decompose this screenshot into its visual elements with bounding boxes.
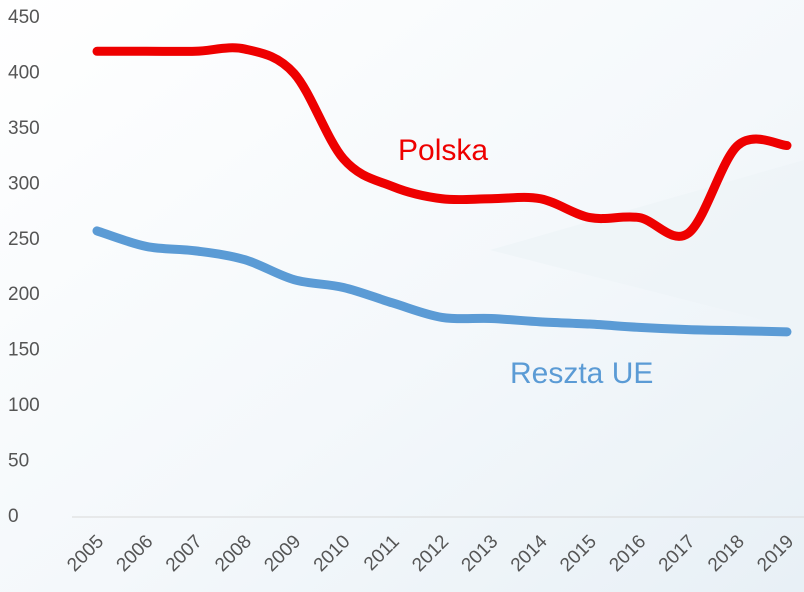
y-tick-label: 450 xyxy=(8,7,40,28)
series-label: Polska xyxy=(398,134,488,167)
series-label: Reszta UE xyxy=(510,357,653,390)
y-tick-label: 300 xyxy=(8,173,40,194)
y-tick-label: 400 xyxy=(8,62,40,83)
y-tick-label: 150 xyxy=(8,340,40,361)
series-line xyxy=(92,226,792,337)
y-tick-label: 50 xyxy=(8,451,29,472)
y-tick-label: 100 xyxy=(8,395,40,416)
y-tick-label: 250 xyxy=(8,229,40,250)
y-tick-label: 350 xyxy=(8,118,40,139)
y-tick-label: 200 xyxy=(8,284,40,305)
series-line xyxy=(92,43,792,241)
y-tick-label: 0 xyxy=(8,506,19,527)
decoration xyxy=(490,160,804,330)
